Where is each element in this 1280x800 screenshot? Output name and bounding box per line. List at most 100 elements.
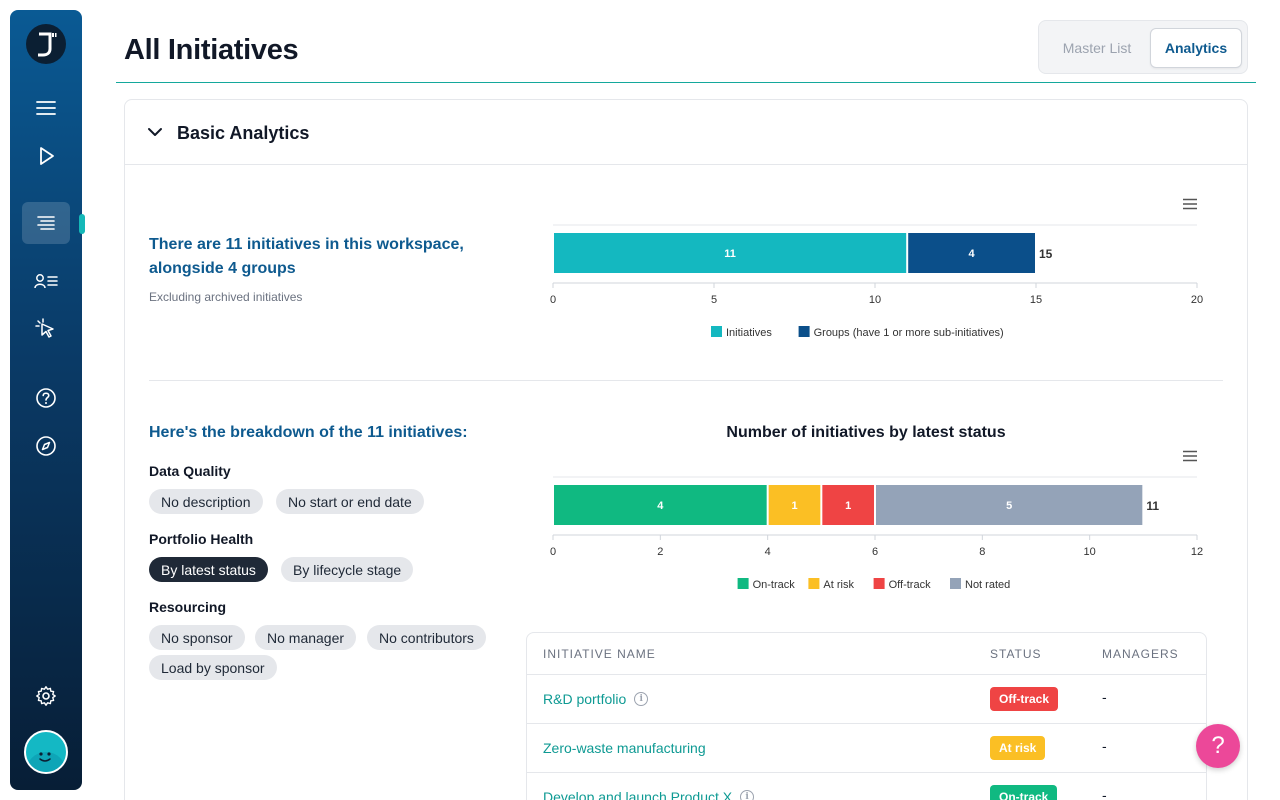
- chart2-legend-swatch-3[interactable]: [950, 578, 961, 589]
- initiative-name-text[interactable]: Zero-waste manufacturing: [543, 740, 706, 756]
- initiatives-groups-chart: 11 4 15 0 5 10 15 20 Initiatives Groups (have 1 o…: [550, 224, 1203, 339]
- chart2-tick-label-0: 0: [550, 546, 556, 558]
- play-icon[interactable]: [22, 135, 70, 177]
- table-header-divider: [527, 674, 1206, 675]
- status-badge: On-track: [990, 785, 1058, 800]
- status-chart-menu-icon[interactable]: [1182, 450, 1198, 462]
- chart2-legend-label-0[interactable]: On-track: [753, 579, 796, 591]
- chart2-bar-2[interactable]: [822, 485, 874, 525]
- menu-icon[interactable]: [22, 87, 70, 129]
- help-button[interactable]: ?: [1196, 724, 1240, 768]
- chart1-legend-label-1[interactable]: Groups (have 1 or more sub-initiatives): [814, 327, 1004, 339]
- chart2-bar-label-2: 1: [845, 500, 851, 512]
- chip-load-by-sponsor[interactable]: Load by sponsor: [149, 655, 277, 680]
- chart2-legend-swatch-1[interactable]: [808, 578, 820, 589]
- breakdown-title: Here's the breakdown of the 11 initiativ…: [149, 424, 468, 441]
- logo-icon: [38, 32, 57, 57]
- section-divider: [149, 380, 1223, 381]
- initiative-name-link[interactable]: Zero-waste manufacturing: [543, 740, 706, 756]
- chart2-tick-label-1: 2: [657, 546, 663, 558]
- table-row[interactable]: Zero-waste manufacturing At risk -: [527, 724, 1206, 773]
- page-title: All Initiatives: [124, 34, 299, 66]
- chart2-legend-swatch-0[interactable]: [737, 578, 749, 589]
- chart2-legend-label-3[interactable]: Not rated: [965, 579, 1010, 591]
- chart1-legend-swatch-1[interactable]: [798, 326, 810, 337]
- chip-no-sponsor[interactable]: No sponsor: [149, 625, 245, 650]
- chevron-down-icon[interactable]: [147, 124, 163, 140]
- summary-subtitle: Excluding archived initiatives: [149, 290, 303, 304]
- chart1-tick-label-1: 5: [711, 294, 717, 306]
- status-chart-title: Number of initiatives by latest status: [726, 424, 1006, 441]
- chip-no-description[interactable]: No description: [149, 489, 263, 514]
- chart1-tick-label-3: 15: [1030, 294, 1042, 306]
- card-header[interactable]: Basic Analytics: [125, 100, 1247, 165]
- view-toggle: Master List Analytics: [1038, 20, 1248, 74]
- cursor-click-icon[interactable]: [22, 308, 70, 350]
- settings-gear-icon[interactable]: [22, 675, 70, 717]
- initiative-name-link[interactable]: R&D portfolio i: [543, 691, 649, 707]
- chart2-bar-label-3: 5: [1006, 500, 1012, 512]
- chip-by-lifecycle-stage[interactable]: By lifecycle stage: [281, 557, 414, 582]
- initiative-name-text[interactable]: Develop and launch Product X: [543, 789, 733, 800]
- chip-no-manager[interactable]: No manager: [255, 625, 357, 650]
- chart2-tick-label-3: 6: [872, 546, 878, 558]
- chart2-legend-swatch-2[interactable]: [873, 578, 885, 589]
- chip-no-contributors[interactable]: No contributors: [367, 625, 486, 650]
- chart2-bar-label-1: 1: [791, 500, 797, 512]
- status-badge: Off-track: [990, 687, 1059, 711]
- chart1-legend-swatch-0[interactable]: [711, 326, 722, 337]
- sidebar: [10, 10, 85, 790]
- help-circle-icon[interactable]: [22, 377, 70, 419]
- data-quality-label: Data Quality: [149, 463, 231, 479]
- managers-cell: -: [1102, 689, 1107, 705]
- table-row[interactable]: R&D portfolio i Off-track -: [527, 675, 1206, 724]
- portfolio-health-label: Portfolio Health: [149, 531, 254, 547]
- chip-by-latest-status[interactable]: By latest status: [149, 557, 268, 582]
- managers-cell: -: [1102, 787, 1107, 800]
- chart1-tick-label-0: 0: [550, 294, 556, 306]
- managers-cell: -: [1102, 738, 1107, 754]
- chart1-tick-label-2: 10: [869, 294, 881, 306]
- info-icon[interactable]: i: [740, 790, 755, 800]
- header-initiative-name[interactable]: INITIATIVE NAME: [543, 647, 656, 661]
- header-status[interactable]: STATUS: [990, 647, 1042, 661]
- chart1-bar-label-0: 11: [724, 248, 736, 260]
- chart2-tick-label-6: 12: [1191, 546, 1203, 558]
- chart2-tick-label-2: 4: [765, 546, 771, 558]
- chart2-bar-1[interactable]: [768, 485, 821, 525]
- chart1-legend-label-0[interactable]: Initiatives: [726, 327, 772, 339]
- chart1-bar-label-1: 4: [969, 248, 976, 260]
- user-avatar[interactable]: [24, 730, 68, 774]
- active-indicator: [79, 214, 85, 234]
- resourcing-label: Resourcing: [149, 599, 227, 615]
- chart1-bar-1[interactable]: [908, 233, 1035, 273]
- master-list-tab[interactable]: Master List: [1062, 40, 1132, 56]
- chart2-tick-label-5: 10: [1084, 546, 1096, 558]
- chart2-total-label: 11: [1146, 499, 1159, 513]
- initiative-name-link[interactable]: Develop and launch Product X i: [543, 789, 755, 800]
- chart2-bar-3[interactable]: [876, 485, 1143, 525]
- table-row[interactable]: Develop and launch Product X i On-track -: [527, 773, 1206, 800]
- chart1-bar-0[interactable]: [554, 233, 907, 273]
- initiatives-list-icon[interactable]: [22, 202, 70, 244]
- chart2-legend-label-2[interactable]: Off-track: [889, 579, 931, 591]
- initiative-name-text[interactable]: R&D portfolio: [543, 691, 627, 707]
- chart2-bar-label-0: 4: [657, 500, 664, 512]
- chart1-legend: Initiatives Groups (have 1 or more sub-in…: [711, 326, 1004, 339]
- chart2-legend-label-1[interactable]: At risk: [823, 579, 854, 591]
- chart-menu-icon[interactable]: [1182, 198, 1198, 210]
- people-list-icon[interactable]: [22, 260, 70, 302]
- analytics-tab[interactable]: Analytics: [1150, 28, 1242, 68]
- chart2-tick-label-4: 8: [979, 546, 985, 558]
- compass-icon[interactable]: [22, 425, 70, 467]
- summary-line-2: alongside 4 groups: [149, 260, 296, 277]
- chart2-legend: On-track At risk Off-track Not rated: [737, 578, 1010, 591]
- header-divider: [116, 82, 1256, 83]
- chart2-bar-0[interactable]: [554, 485, 767, 525]
- chip-no-start-end-date[interactable]: No start or end date: [276, 489, 424, 514]
- app-logo[interactable]: [26, 24, 66, 64]
- info-icon[interactable]: i: [634, 692, 649, 706]
- header-managers[interactable]: MANAGERS: [1102, 647, 1179, 661]
- summary-line-1: There are 11 initiatives in this workspa…: [149, 236, 464, 253]
